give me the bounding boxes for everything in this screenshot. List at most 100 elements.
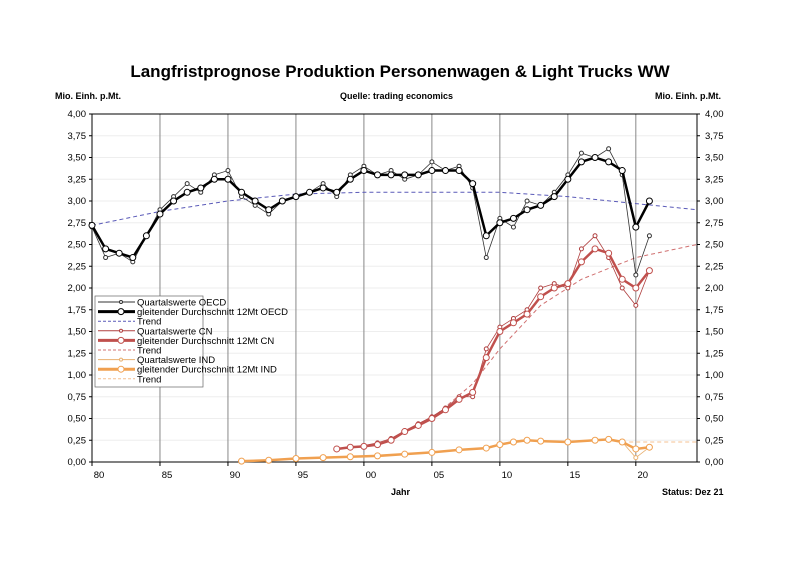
y-tick-label-right: 2,25	[705, 261, 724, 272]
data-point	[414, 171, 422, 179]
y-tick-label: 3,00	[68, 196, 87, 207]
y-tick-label-right: 2,50	[705, 240, 724, 251]
source-label: Quelle: trading economics	[340, 91, 454, 101]
data-point	[346, 443, 354, 451]
data-point	[346, 453, 354, 461]
y-tick-label-right: 3,25	[705, 174, 724, 185]
y-tick-label-right: 1,50	[705, 327, 724, 338]
data-point	[88, 221, 96, 229]
data-point	[455, 446, 463, 454]
data-point	[537, 437, 545, 445]
data-point	[238, 188, 246, 196]
data-point	[633, 302, 639, 308]
data-point	[564, 175, 572, 183]
data-point	[401, 428, 409, 436]
data-point	[645, 197, 653, 205]
series-line	[431, 244, 698, 419]
data-point	[455, 395, 463, 403]
data-point	[550, 284, 558, 292]
y-tick-label: 1,00	[68, 370, 87, 381]
y-axis-label-left: Mio. Einh. p.Mt.	[55, 91, 121, 101]
data-point	[646, 233, 652, 239]
data-point	[441, 406, 449, 414]
data-point	[591, 154, 599, 161]
data-point	[183, 188, 191, 196]
y-tick-label-right: 1,75	[705, 305, 724, 316]
data-point	[428, 415, 436, 422]
data-point	[592, 233, 598, 239]
data-point	[645, 443, 653, 451]
y-tick-label-right: 0,00	[705, 457, 724, 468]
data-point	[633, 272, 639, 278]
x-tick-label: 20	[638, 470, 649, 481]
y-tick-label-right: 0,25	[705, 435, 724, 446]
y-tick-label: 0,00	[68, 457, 87, 468]
legend-label: Quartalswerte IND	[137, 355, 215, 366]
data-point	[469, 388, 477, 396]
x-tick-label: 00	[366, 470, 377, 481]
data-point	[618, 275, 626, 283]
data-point	[633, 455, 639, 461]
data-point	[523, 310, 531, 318]
data-point	[591, 436, 599, 444]
y-tick-label-right: 1,25	[705, 348, 724, 359]
y-tick-label-right: 3,50	[705, 153, 724, 164]
data-point	[605, 435, 613, 443]
data-point	[346, 175, 354, 183]
data-point	[482, 354, 490, 362]
legend-marker	[117, 336, 125, 344]
data-point	[319, 454, 327, 462]
data-point	[224, 175, 232, 183]
data-point	[550, 193, 558, 201]
y-tick-label: 0,50	[68, 414, 87, 425]
data-point	[414, 421, 422, 429]
data-point	[578, 150, 584, 156]
data-point	[469, 180, 477, 188]
data-point	[509, 214, 517, 222]
data-point	[564, 280, 572, 288]
data-point	[577, 158, 585, 166]
data-point	[387, 436, 395, 444]
legend-marker	[117, 365, 125, 373]
data-point	[374, 441, 382, 449]
legend-marker	[119, 300, 123, 304]
y-tick-label-right: 4,00	[705, 109, 724, 120]
legend-label: Trend	[137, 317, 161, 328]
data-point	[292, 455, 300, 463]
y-tick-label: 3,75	[68, 131, 87, 142]
y-tick-label-right: 3,75	[705, 131, 724, 142]
y-tick-label: 1,25	[68, 348, 87, 359]
y-tick-label-right: 0,50	[705, 414, 724, 425]
legend-marker	[117, 308, 125, 316]
legend-label: Quartalswerte OECD	[137, 298, 226, 309]
data-point	[578, 246, 584, 252]
data-point	[292, 193, 300, 201]
data-point	[645, 267, 653, 275]
data-point	[374, 452, 382, 460]
y-tick-label-right: 3,00	[705, 196, 724, 207]
legend-label: gleitender Durchschnitt 12Mt IND	[137, 365, 277, 376]
data-point	[387, 171, 395, 179]
data-point	[441, 167, 449, 175]
data-point	[538, 285, 544, 291]
y-tick-label: 4,00	[68, 109, 87, 120]
data-point	[632, 223, 640, 231]
y-tick-label: 2,25	[68, 261, 87, 272]
legend-marker	[119, 357, 123, 362]
data-point	[619, 285, 625, 291]
x-axis-label: Jahr	[391, 487, 411, 497]
legend-marker	[119, 328, 123, 333]
y-tick-label: 2,75	[68, 218, 87, 229]
data-point	[537, 201, 545, 209]
data-point	[537, 293, 545, 301]
data-point	[605, 249, 613, 257]
data-point	[210, 175, 218, 183]
data-point	[564, 438, 572, 446]
plot-frame	[91, 113, 698, 463]
data-point	[618, 167, 626, 175]
legend-label: Trend	[137, 374, 161, 385]
data-point	[115, 249, 123, 257]
data-point	[428, 167, 436, 175]
x-tick-label: 80	[94, 470, 105, 481]
